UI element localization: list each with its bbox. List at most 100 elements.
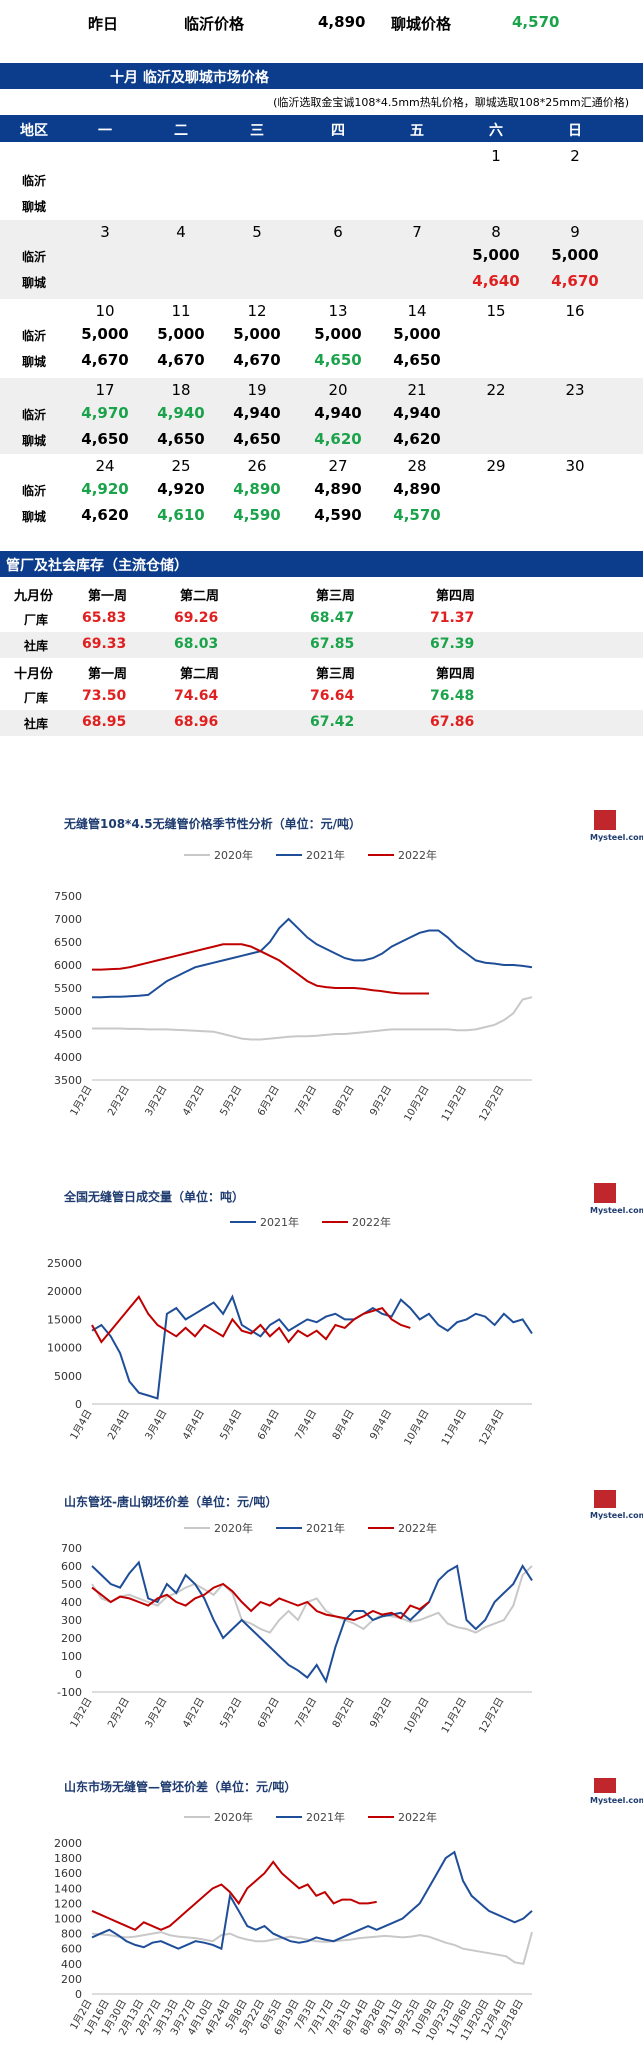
inv-row — [0, 658, 643, 684]
top-item-name: 临沂价格 — [184, 15, 245, 33]
legend-label: 2021年 — [260, 1215, 299, 1229]
legend-label: 2021年 — [306, 1810, 345, 1824]
inv-value: 67.39 — [430, 636, 475, 652]
top-item-value: 4,570 — [512, 13, 560, 31]
x-tick-label: 10月2日 — [402, 1084, 432, 1124]
inv-value: 68.96 — [174, 714, 219, 730]
logo-mark — [594, 1183, 616, 1203]
price: 4,940 — [157, 404, 205, 422]
logo-text: Mysteel.com — [590, 1206, 643, 1215]
day-number: 4 — [176, 223, 186, 241]
legend-label: 2020年 — [214, 1521, 253, 1535]
x-tick-label: 3月4日 — [143, 1408, 170, 1442]
header-bar: 地区 一 二 三 四 五 六 日 — [0, 115, 643, 142]
x-tick-label: 2月4日 — [105, 1408, 132, 1442]
x-tick-label: 5月2日 — [218, 1084, 245, 1118]
price: 4,940 — [314, 404, 362, 422]
top-label: 昨日 — [88, 15, 119, 33]
day-number: 28 — [407, 457, 427, 475]
day-number: 10 — [95, 302, 115, 320]
x-tick-label: 9月2日 — [367, 1696, 394, 1730]
price: 4,920 — [81, 480, 129, 498]
inv-row — [0, 710, 643, 736]
header-cell: 六 — [489, 123, 503, 139]
price: 4,920 — [157, 480, 205, 498]
legend-label: 2022年 — [352, 1215, 391, 1229]
header-cell: 一 — [98, 123, 112, 139]
day-number: 5 — [252, 223, 262, 241]
day-number: 14 — [407, 302, 427, 320]
row-label: 聊城 — [22, 355, 47, 369]
row-label: 临沂 — [22, 329, 47, 343]
inv-value: 67.86 — [430, 714, 475, 730]
y-tick-label: 5000 — [54, 1370, 82, 1383]
price: 4,670 — [233, 351, 281, 369]
logo-text: Mysteel.com — [590, 1796, 643, 1805]
day-number: 11 — [171, 302, 191, 320]
chart-title: 山东管坯-唐山钢坯价差（单位：元/吨） — [64, 1494, 277, 1509]
inv-value: 76.64 — [310, 688, 355, 704]
price: 4,640 — [472, 272, 520, 290]
series-line — [91, 1294, 533, 1400]
price: 5,000 — [393, 325, 441, 343]
logo-mark — [594, 810, 616, 830]
x-tick-label: 12月2日 — [477, 1696, 507, 1736]
x-tick-label: 4月2日 — [180, 1084, 207, 1118]
logo-mark — [594, 1490, 616, 1508]
inv-row — [0, 632, 643, 658]
series-line — [91, 1560, 533, 1684]
series-line — [92, 917, 533, 999]
week-row — [0, 454, 643, 530]
week-name: 第一周 — [88, 589, 128, 604]
row-name: 社库 — [24, 717, 49, 731]
section-title: 十月 临沂及聊城市场价格 — [110, 70, 269, 86]
x-tick-label: 6月2日 — [255, 1696, 282, 1730]
x-tick-label: 2月2日 — [105, 1696, 132, 1730]
logo-text: Mysteel.com — [590, 833, 643, 842]
chart: 全国无缝管日成交量（单位：吨） Mysteel.com 2021年 2022年 0 500… — [47, 1183, 643, 1447]
chart: 山东市场无缝管—管坯价差（单位：元/吨） Mysteel.com 2020年 2021… — [54, 1778, 643, 2043]
inv-row — [0, 580, 643, 606]
y-tick-label: 600 — [61, 1943, 82, 1956]
day-number: 1 — [491, 147, 501, 165]
y-tick-label: 6500 — [54, 936, 82, 949]
note: (临沂选取金宝诚108*4.5mm热轧价格，聊城选取108*25mm汇通价格) — [273, 96, 629, 109]
week-name: 第四周 — [436, 667, 476, 682]
y-tick-label: 6000 — [54, 959, 82, 972]
day-number: 6 — [333, 223, 343, 241]
y-tick-label: 1000 — [54, 1913, 82, 1926]
top-item-value: 4,890 — [318, 13, 366, 31]
y-tick-label: 7000 — [54, 913, 82, 926]
x-tick-label: 10月2日 — [402, 1696, 432, 1736]
month-name: 十月份 — [14, 667, 54, 682]
day-number: 29 — [486, 457, 506, 475]
section-bar: 十月 临沂及聊城市场价格 — [0, 63, 643, 89]
x-tick-label: 12月2日 — [477, 1084, 507, 1124]
y-tick-label: 0 — [75, 1988, 82, 2001]
y-tick-label: -100 — [57, 1686, 82, 1699]
inv-value: 68.95 — [82, 714, 127, 730]
y-tick-label: 1400 — [54, 1882, 82, 1895]
y-tick-label: 4000 — [54, 1051, 82, 1064]
header-cell: 地区 — [20, 123, 48, 139]
price: 4,970 — [81, 404, 129, 422]
week-row — [0, 144, 643, 220]
series-line — [91, 1931, 533, 1965]
price: 5,000 — [551, 246, 599, 264]
inv-value: 68.47 — [310, 610, 355, 626]
day-number: 24 — [95, 457, 115, 475]
y-tick-label: 5500 — [54, 982, 82, 995]
x-tick-label: 3月2日 — [143, 1696, 170, 1730]
x-tick-label: 11月2日 — [439, 1696, 469, 1736]
y-tick-label: 600 — [61, 1560, 82, 1573]
day-number: 17 — [95, 381, 115, 399]
x-tick-label: 1月2日 — [68, 1084, 95, 1118]
row-label: 聊城 — [22, 276, 47, 290]
price: 4,590 — [233, 506, 281, 524]
x-tick-label: 8月4日 — [330, 1408, 357, 1442]
price: 4,650 — [393, 351, 441, 369]
row-label: 聊城 — [22, 200, 47, 214]
inv-value: 69.33 — [82, 636, 127, 652]
x-tick-label: 4月4日 — [180, 1408, 207, 1442]
